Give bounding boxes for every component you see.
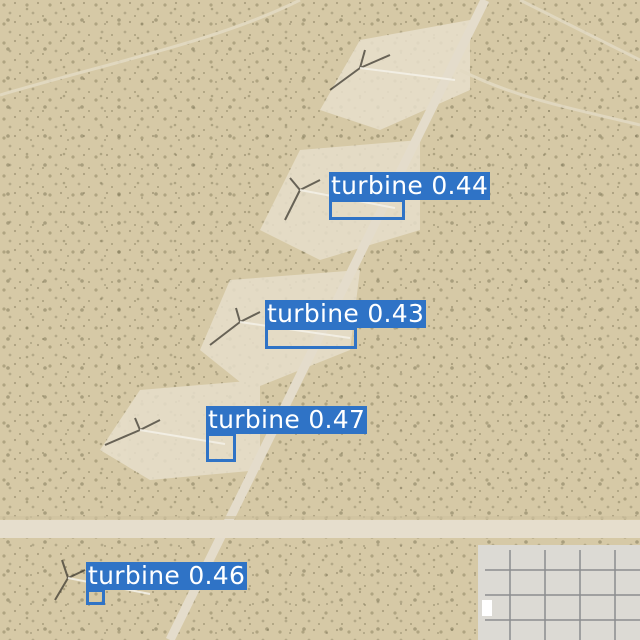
detection-label-1: turbine 0.44	[329, 171, 491, 200]
horizontal-road	[0, 520, 640, 538]
detection-box-4	[86, 589, 105, 605]
turbine-shadows	[54, 49, 391, 601]
detection-label-4: turbine 0.46	[86, 561, 248, 590]
detection-label-2: turbine 0.43	[265, 299, 427, 328]
dirt-tracks	[0, 0, 640, 127]
substation	[478, 545, 640, 640]
turbine-towers	[67, 67, 456, 595]
detection-box-2	[265, 327, 357, 349]
detection-box-3	[206, 433, 236, 462]
detection-box-1	[329, 199, 405, 220]
detection-label-3: turbine 0.47	[206, 405, 368, 434]
